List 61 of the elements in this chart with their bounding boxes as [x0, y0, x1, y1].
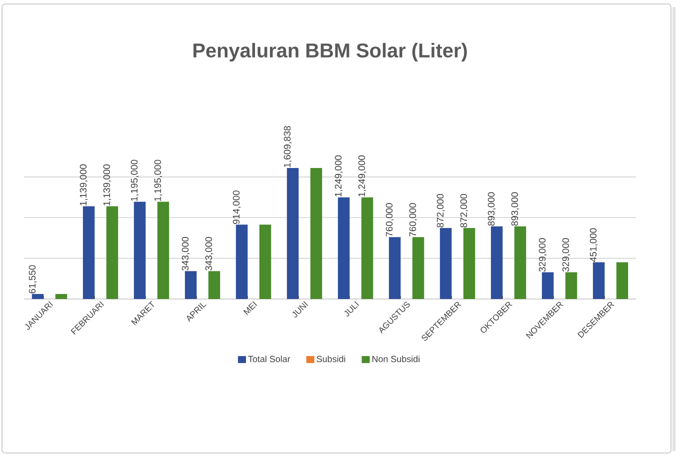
data-label: - — [502, 296, 503, 298]
bar — [82, 206, 95, 299]
bar — [592, 262, 605, 299]
data-label: 893,000 — [511, 192, 520, 226]
bar — [388, 237, 401, 299]
data-label: 451,000 — [590, 228, 598, 262]
bar — [236, 224, 248, 299]
data-label: 893,000 — [488, 192, 496, 226]
data-label: - — [43, 296, 44, 298]
data-label: 1,139,000 — [103, 164, 112, 206]
data-label: - — [400, 296, 401, 298]
bar — [157, 202, 170, 299]
data-label: 760,000 — [409, 203, 418, 236]
data-label: 329,000 — [538, 238, 547, 272]
data-label: - — [247, 296, 248, 298]
data-label: 1,139,000 — [80, 164, 88, 206]
bar — [616, 262, 628, 299]
bar — [514, 226, 526, 299]
bar — [208, 271, 220, 299]
data-label: 872,000 — [460, 194, 468, 228]
data-label: 329,000 — [562, 238, 570, 272]
data-label: 1,249,000 — [334, 155, 343, 196]
bar — [106, 206, 118, 299]
data-label: 61,550 — [28, 265, 37, 294]
bar — [412, 237, 424, 299]
bar — [310, 168, 322, 299]
bar — [542, 272, 554, 299]
data-label: - — [196, 296, 197, 298]
bar — [134, 202, 146, 299]
data-label: - — [604, 296, 605, 298]
bar — [184, 271, 197, 299]
data-label: 343,000 — [182, 237, 190, 271]
legend-label: Total Solar — [248, 356, 290, 362]
data-label: 1,249,000 — [358, 155, 366, 196]
data-label: 872,000 — [436, 194, 445, 228]
data-label: 1,195,000 — [154, 160, 162, 201]
data-label: 1,195,000 — [130, 160, 139, 201]
x-tick-label: MEI — [243, 301, 258, 315]
data-label: 343,000 — [205, 237, 214, 271]
data-label: 914,000 — [232, 190, 241, 224]
bar — [440, 228, 452, 299]
data-label: - — [298, 296, 299, 298]
data-label: - — [349, 296, 350, 298]
bar — [463, 228, 476, 299]
bar — [338, 197, 350, 299]
legend-label: Non Subsidi — [372, 356, 420, 362]
bar — [259, 224, 272, 299]
bar — [490, 226, 503, 299]
bar — [361, 197, 374, 299]
chart-title: Penyaluran BBM Solar (Liter) — [193, 42, 467, 62]
data-label: - — [553, 296, 554, 298]
legend-label: Subsidi — [316, 356, 346, 362]
bar — [55, 294, 68, 299]
data-label: - — [451, 296, 452, 298]
bar — [32, 294, 44, 299]
bar — [565, 272, 578, 299]
data-label: - — [145, 296, 146, 298]
bar — [286, 168, 299, 299]
data-label: - — [94, 296, 95, 298]
data-label: 1,609,838 — [284, 126, 292, 168]
data-label: 760,000 — [386, 203, 394, 236]
